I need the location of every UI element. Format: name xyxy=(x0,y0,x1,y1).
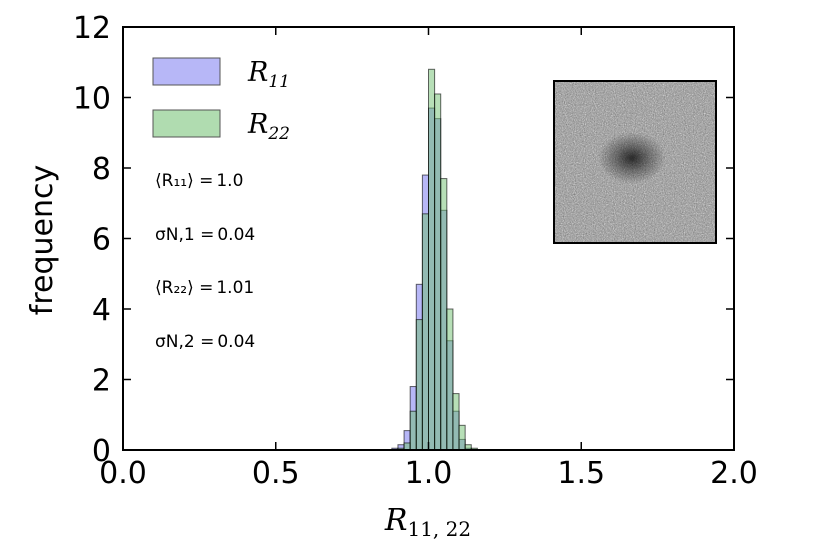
y-tick-label-1: 2 xyxy=(92,364,111,399)
y-tick-label-0: 0 xyxy=(92,434,111,469)
x-axis-title: R11, 22 xyxy=(384,503,471,541)
annotation-sigma-1-value: 0.04 xyxy=(217,225,255,245)
annotation-mean-r11-value: 1.0 xyxy=(216,171,243,191)
bar-22-1 xyxy=(403,442,411,450)
legend-r22-sub: 22 xyxy=(267,124,290,144)
x-tick-label-1: 0.5 xyxy=(252,456,300,491)
annotation-sigma-1-lhs: σN,1 = xyxy=(155,225,214,245)
annotation-mean-r22-lhs: ⟨R₂₂⟩ = xyxy=(155,278,213,298)
y-axis-title: frequency xyxy=(25,165,60,315)
legend-label-r11: R11 xyxy=(247,57,290,92)
legend-swatch-r22 xyxy=(152,109,221,138)
x-axis-title-main: R xyxy=(384,503,408,538)
annotations: ⟨R₁₁⟩ = 1.0 σN,1 = 0.04 ⟨R₂₂⟩ = 1.01 σN,2 =… xyxy=(155,171,255,352)
x-tick-label-0: 0.0 xyxy=(99,456,147,491)
bar-22-7 xyxy=(440,178,448,450)
bar-22-5 xyxy=(428,68,436,450)
bar-22-3 xyxy=(415,319,423,450)
y-tick-label-3: 6 xyxy=(92,223,111,258)
y-tick-label-5: 10 xyxy=(73,82,111,117)
annotation-sigma-2: σN,2 = 0.04 xyxy=(155,332,255,352)
histogram-bars xyxy=(391,68,478,450)
legend-r11-name: R xyxy=(247,57,268,88)
annotation-sigma-2-value: 0.04 xyxy=(217,332,255,352)
bar-22-4 xyxy=(421,213,430,450)
x-axis-title-sub: 11, 22 xyxy=(407,517,471,541)
legend-r11-sub: 11 xyxy=(268,72,290,92)
inset-frame xyxy=(553,80,717,244)
legend-swatch-r11 xyxy=(152,57,221,86)
annotation-mean-r11-lhs: ⟨R₁₁⟩ = xyxy=(155,171,213,191)
legend-r22-name: R xyxy=(247,109,268,140)
annotation-sigma-1: σN,1 = 0.04 xyxy=(155,225,255,245)
axis-ticks: 0.0 0.5 1.0 1.5 2.0 0 2 4 6 8 10 12 xyxy=(73,11,758,491)
annotation-mean-r11: ⟨R₁₁⟩ = 1.0 xyxy=(155,171,243,191)
bar-22-2 xyxy=(409,410,417,450)
y-tick-label-4: 8 xyxy=(92,152,111,187)
annotation-sigma-2-lhs: σN,2 = xyxy=(155,332,214,352)
y-tick-label-6: 12 xyxy=(73,11,111,46)
bar-22-9 xyxy=(452,393,460,450)
bar-22-6 xyxy=(434,93,442,450)
legend: R11 R22 xyxy=(152,57,290,144)
x-tick-label-3: 1.5 xyxy=(557,456,605,491)
legend-label-r22: R22 xyxy=(247,109,290,144)
inset-galaxy-image xyxy=(553,80,717,244)
x-tick-label-2: 1.0 xyxy=(405,456,453,491)
x-tick-label-4: 2.0 xyxy=(710,456,758,491)
annotation-mean-r22: ⟨R₂₂⟩ = 1.01 xyxy=(155,278,254,298)
bar-22-8 xyxy=(446,308,454,450)
annotation-mean-r22-value: 1.01 xyxy=(216,278,254,298)
bar-22-10 xyxy=(458,424,466,450)
y-tick-label-2: 4 xyxy=(92,293,111,328)
inset-galaxy-blob xyxy=(598,132,666,184)
